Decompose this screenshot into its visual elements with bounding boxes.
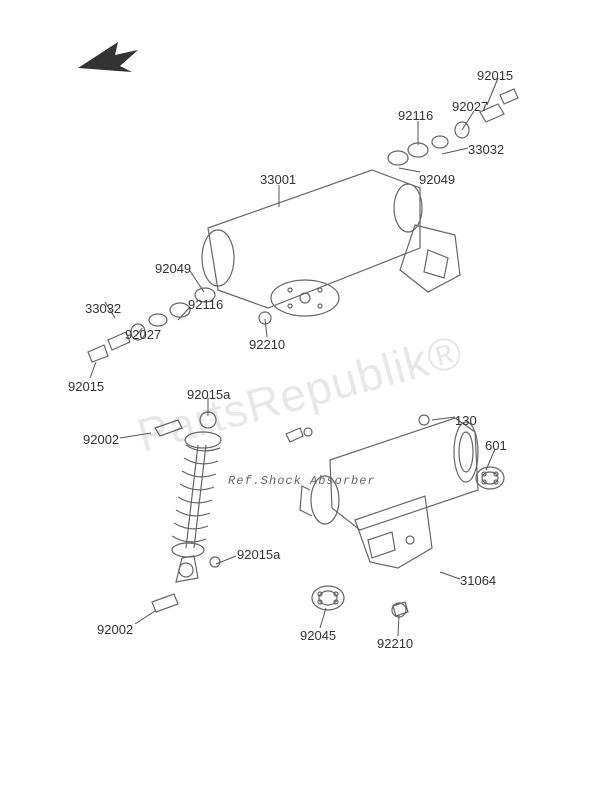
callout-92027-top: 92027: [452, 99, 488, 114]
callout-92002-b: 92002: [97, 622, 133, 637]
bottom-bearing: [312, 586, 344, 610]
arrow-indicator: [78, 42, 138, 72]
callout-92015-top: 92015: [477, 68, 513, 83]
callout-33032-top: 33032: [468, 142, 504, 157]
callout-601: 601: [485, 438, 507, 453]
ref-shock-text: Ref.Shock Absorber: [228, 474, 376, 488]
callout-31064: 31064: [460, 573, 496, 588]
callout-130: 130: [455, 413, 477, 428]
callout-92027-l: 92027: [125, 327, 161, 342]
callout-92015a-t: 92015a: [187, 387, 230, 402]
callout-92049-l: 92049: [155, 261, 191, 276]
callout-92210-b: 92210: [377, 636, 413, 651]
callout-92116-l: 92116: [188, 297, 223, 312]
swingarm-body: [202, 170, 460, 324]
lower-housing: [300, 415, 478, 617]
callout-92116-top: 92116: [398, 108, 433, 123]
diagram-canvas: PartsRepublik®: [0, 0, 600, 785]
callout-92015a-b: 92015a: [237, 547, 280, 562]
callout-33032-l: 33032: [85, 301, 121, 316]
right-bearing: [476, 467, 504, 489]
callout-92045: 92045: [300, 628, 336, 643]
callout-92015-l: 92015: [68, 379, 104, 394]
callout-33001: 33001: [260, 172, 296, 187]
callout-92002-t: 92002: [83, 432, 119, 447]
leader-lines: [90, 78, 498, 636]
shock-absorber: [152, 412, 221, 612]
mid-bolt: [286, 428, 312, 442]
callout-92049-top: 92049: [419, 172, 455, 187]
callout-92210-top: 92210: [249, 337, 285, 352]
